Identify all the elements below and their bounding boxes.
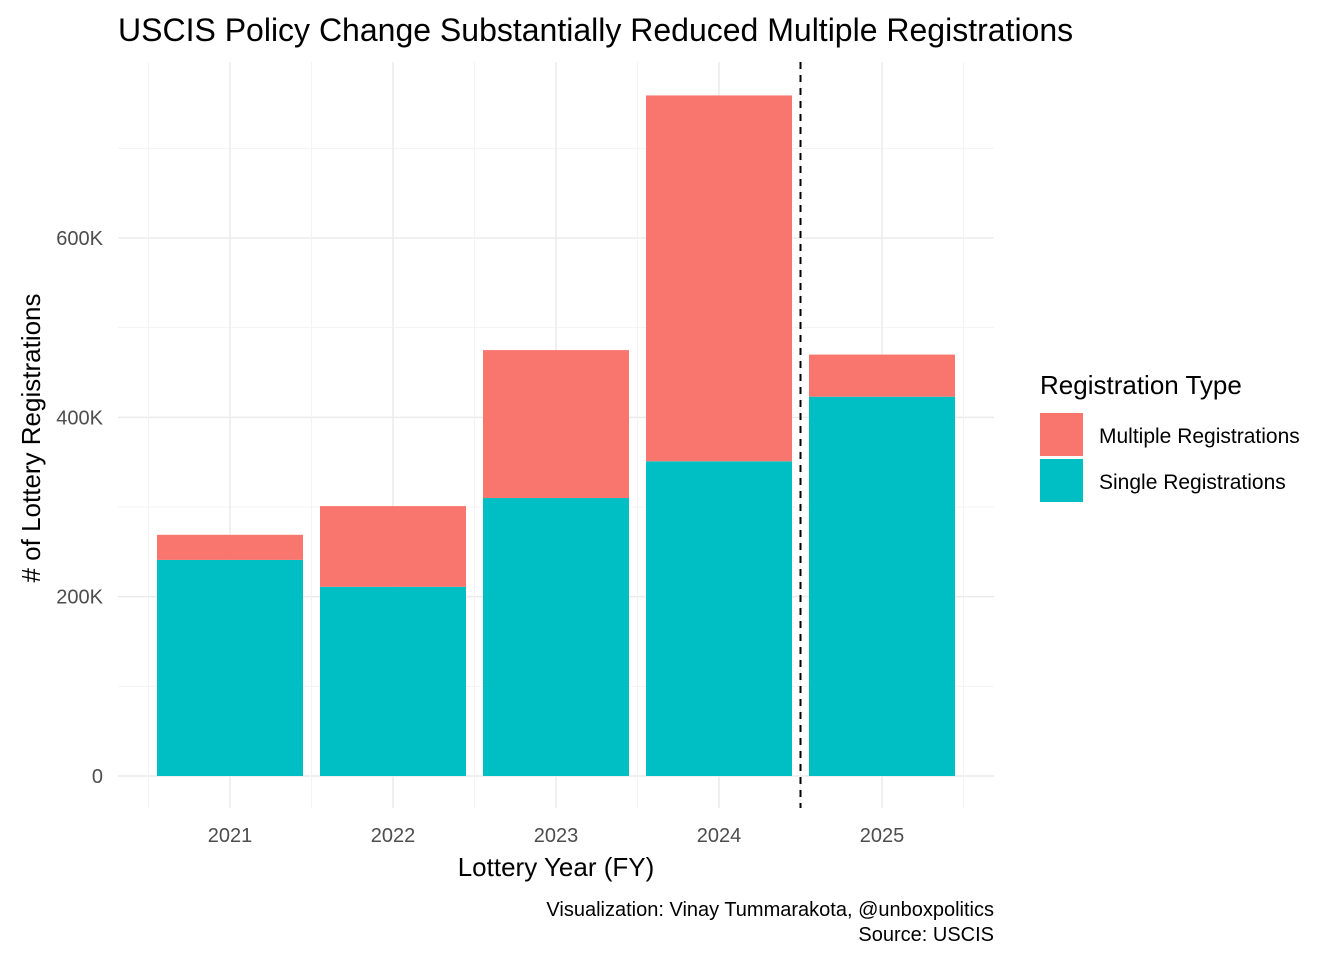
legend-label: Multiple Registrations — [1099, 425, 1300, 448]
x-tick-label: 2023 — [534, 825, 579, 847]
caption-source: Source: USCIS — [858, 924, 994, 946]
y-tick-label: 200K — [56, 587, 103, 609]
x-tick-label: 2025 — [860, 825, 905, 847]
x-tick-label: 2024 — [697, 825, 742, 847]
bar-2022-single-registrations — [320, 586, 466, 776]
y-tick-label: 0 — [92, 766, 103, 788]
x-axis-ticks: 2021 2022 2023 2024 2025 — [208, 825, 905, 847]
chart-title: USCIS Policy Change Substantially Reduce… — [118, 12, 1073, 48]
y-axis-title: # of Lottery Registrations — [16, 293, 46, 582]
bar-2021-single-registrations — [157, 559, 303, 776]
bars — [157, 95, 955, 776]
x-axis-title: Lottery Year (FY) — [458, 852, 655, 882]
bar-2023-multiple-registrations — [483, 350, 629, 499]
bar-2025-multiple-registrations — [809, 354, 955, 397]
y-tick-label: 400K — [56, 407, 103, 429]
x-tick-label: 2021 — [208, 825, 253, 847]
legend-key — [1040, 459, 1083, 502]
legend-label: Single Registrations — [1099, 471, 1286, 494]
bar-2023-single-registrations — [483, 498, 629, 776]
x-tick-label: 2022 — [371, 825, 416, 847]
y-axis-ticks: 0 200K 400K 600K — [56, 228, 103, 788]
legend-title: Registration Type — [1040, 370, 1242, 400]
bar-2024-single-registrations — [646, 461, 792, 776]
legend: Registration Type Multiple Registrations… — [1040, 370, 1300, 502]
legend-key — [1040, 413, 1083, 456]
bar-2021-multiple-registrations — [157, 534, 303, 560]
bar-2024-multiple-registrations — [646, 95, 792, 462]
bar-2025-single-registrations — [809, 396, 955, 776]
caption-credit: Visualization: Vinay Tummarakota, @unbox… — [546, 899, 994, 921]
y-tick-label: 600K — [56, 228, 103, 250]
bar-2022-multiple-registrations — [320, 506, 466, 587]
